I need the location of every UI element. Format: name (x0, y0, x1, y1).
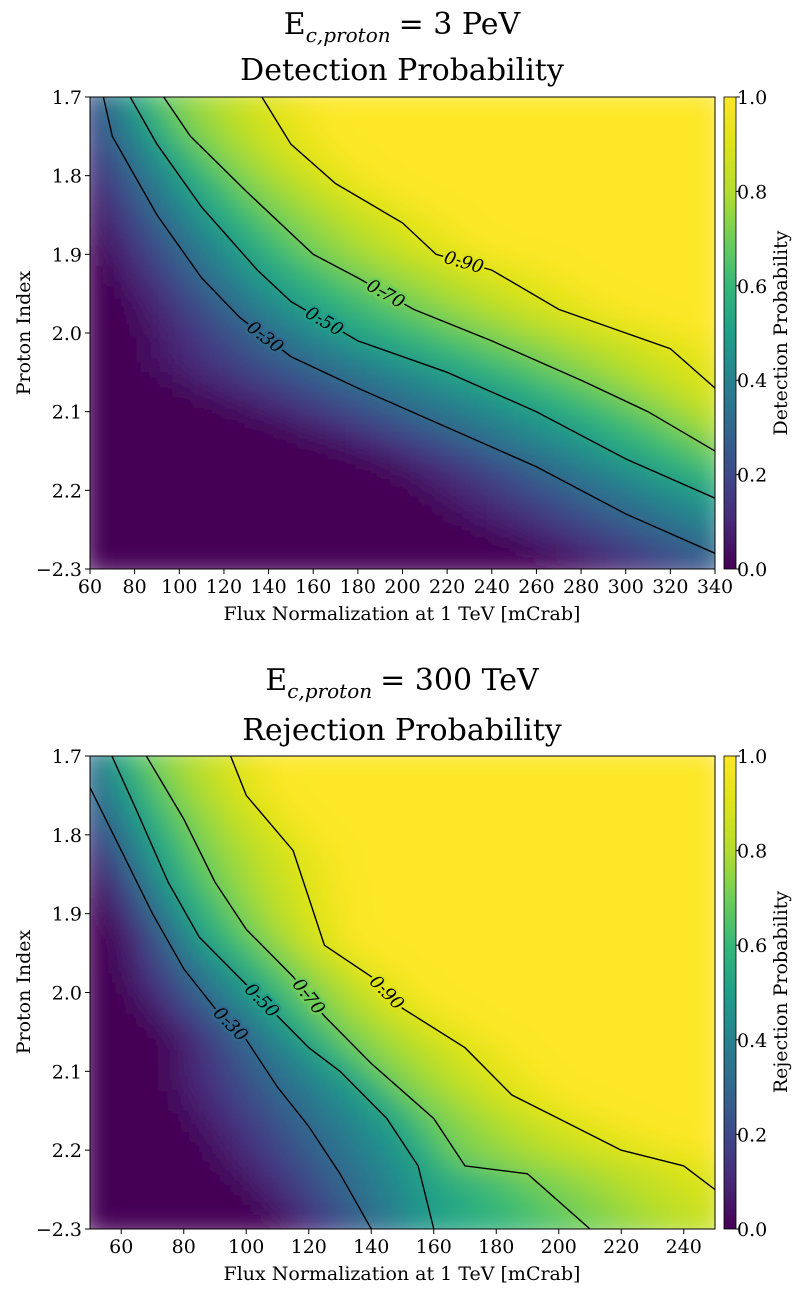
chart-2-x-tick-label: 220 (603, 1236, 639, 1258)
chart-2-y-tick-label: 2.1 (52, 1061, 82, 1083)
chart-2-y-axis-label: Proton Index (13, 929, 35, 1054)
chart-1: Ec,proton = 3 PeV Detection Probability 0… (13, 7, 792, 625)
chart-2-colorbar-tick-label: 0.8 (737, 841, 767, 863)
chart-1-x-tick-label: 280 (563, 576, 599, 598)
chart-2-contour-0.30 (90, 787, 372, 1229)
chart-2-y-tick-label: 2.0 (52, 983, 82, 1005)
chart-1-colorbar-tick-label: 0.4 (737, 370, 767, 392)
chart-1-contour-0.30 (102, 97, 715, 554)
chart-2-contour-0.70 (145, 756, 591, 1229)
chart-1-y-ticks: 1.7 1.8 1.9 2.0 2.1 2.2 −2.3 (36, 87, 90, 581)
chart-2-x-tick-label: 140 (353, 1236, 389, 1258)
chart-2-x-ticks: 60 80 100 120 140 160 180 200 220 240 (109, 1229, 702, 1258)
chart-1-x-tick-label: 140 (250, 576, 286, 598)
chart-1-x-axis-label: Flux Normalization at 1 TeV [mCrab] (224, 603, 581, 625)
chart-2-y-tick-label: 1.8 (52, 825, 82, 847)
chart-1-x-tick-label: 80 (123, 576, 147, 598)
chart-1-x-tick-label: 220 (429, 576, 465, 598)
chart-2: Ec,proton = 300 TeV Rejection Probability… (13, 663, 792, 1285)
chart-1-y-tick-label: 1.9 (52, 244, 82, 266)
chart-1-x-tick-label: 300 (608, 576, 644, 598)
chart-2-x-tick-label: 120 (291, 1236, 327, 1258)
chart-1-colorbar-tick-label: 0.2 (737, 465, 767, 487)
chart-1-colorbar-tick-label: 1.0 (737, 87, 767, 109)
chart-2-y-tick-label: −2.3 (36, 1219, 82, 1241)
chart-2-x-tick-label: 240 (666, 1236, 702, 1258)
chart-1-colorbar-tick-label: 0.8 (737, 181, 767, 203)
chart-1-x-tick-label: 260 (518, 576, 554, 598)
chart-1-y-tick-label: 1.8 (52, 166, 82, 188)
chart-1-x-tick-label: 200 (384, 576, 420, 598)
chart-2-contour-0.50 (111, 756, 435, 1229)
chart-1-colorbar-label: Detection Probability (770, 230, 792, 435)
chart-1-x-tick-label: 180 (340, 576, 376, 598)
chart-2-x-tick-label: 160 (416, 1236, 452, 1258)
chart-2-x-tick-label: 80 (172, 1236, 196, 1258)
chart-1-x-tick-label: 60 (78, 576, 102, 598)
chart-2-colorbar-ticks: 0.0 0.2 0.4 0.6 0.8 1.0 (736, 746, 767, 1241)
chart-1-y-tick-label: 2.0 (52, 323, 82, 345)
chart-1-y-axis-label: Proton Index (13, 270, 35, 395)
chart-1-colorbar (723, 96, 737, 570)
chart-2-y-tick-label: 2.2 (52, 1140, 82, 1162)
chart-2-colorbar-tick-label: 0.2 (737, 1124, 767, 1146)
chart-1-contour-0.50 (129, 97, 715, 499)
chart-1-x-ticks: 60 80 100 120 140 160 180 200 220 240 260 280 300 320… (78, 569, 733, 598)
chart-1-y-tick-label: 2.1 (52, 402, 82, 424)
chart-2-colorbar (723, 755, 737, 1230)
chart-2-subtitle: Rejection Probability (242, 713, 561, 748)
chart-2-colorbar-tick-label: 0.4 (737, 1030, 767, 1052)
chart-1-colorbar-tick-label: 0.0 (737, 559, 767, 581)
chart-2-y-ticks: 1.7 1.8 1.9 2.0 2.1 2.2 −2.3 (36, 746, 90, 1241)
chart-2-y-tick-label: 1.7 (52, 746, 82, 768)
chart-1-x-tick-label: 320 (652, 576, 688, 598)
chart-2-title-subscript: c,proton (287, 679, 372, 703)
chart-1-y-tick-label: 2.2 (52, 480, 82, 502)
chart-2-x-axis-label: Flux Normalization at 1 TeV [mCrab] (224, 1263, 581, 1285)
chart-1-title: Ec,proton = 3 PeV (284, 7, 522, 47)
chart-2-x-tick-label: 200 (541, 1236, 577, 1258)
chart-2-title: Ec,proton = 300 TeV (265, 663, 540, 703)
chart-1-heatmap (90, 97, 715, 569)
chart-1-colorbar-ticks: 0.0 0.2 0.4 0.6 0.8 1.0 (736, 87, 767, 581)
chart-1-x-tick-label: 100 (161, 576, 197, 598)
chart-2-colorbar-tick-label: 1.0 (737, 746, 767, 768)
chart-1-x-tick-label: 120 (206, 576, 242, 598)
chart-1-x-tick-label: 240 (474, 576, 510, 598)
chart-2-y-tick-label: 1.9 (52, 904, 82, 926)
chart-2-colorbar-tick-label: 0.6 (737, 935, 767, 957)
chart-2-x-tick-label: 60 (109, 1236, 133, 1258)
chart-1-subtitle: Detection Probability (240, 53, 564, 88)
chart-1-title-subscript: c,proton (306, 23, 391, 47)
chart-2-x-tick-label: 180 (478, 1236, 514, 1258)
chart-2-colorbar-tick-label: 0.0 (737, 1219, 767, 1241)
chart-2-heatmap (90, 756, 715, 1229)
chart-1-contour-0.70 (163, 97, 715, 452)
chart-2-x-tick-label: 100 (228, 1236, 264, 1258)
chart-2-contour-0.90 (229, 756, 715, 1191)
chart-1-x-tick-label: 160 (295, 576, 331, 598)
chart-2-colorbar-label: Rejection Probability (770, 891, 792, 1094)
chart-1-colorbar-tick-label: 0.6 (737, 276, 767, 298)
chart-1-y-tick-label: −2.3 (36, 559, 82, 581)
chart-1-x-tick-label: 340 (697, 576, 733, 598)
chart-1-contour-0.90 (261, 97, 715, 389)
chart-1-y-tick-label: 1.7 (52, 87, 82, 109)
